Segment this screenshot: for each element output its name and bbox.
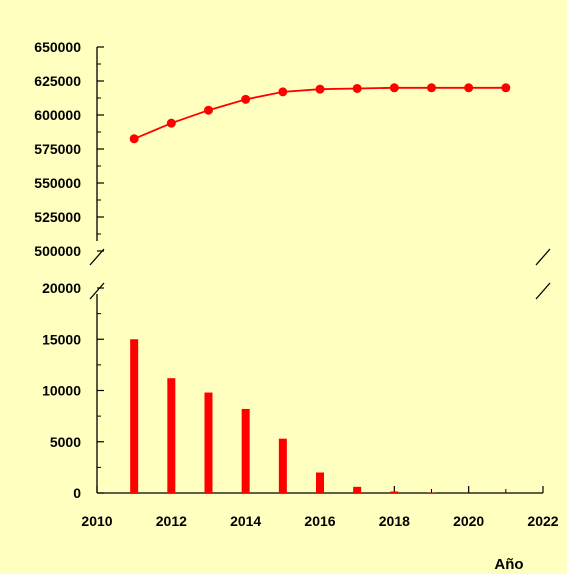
bar-2018 bbox=[390, 491, 399, 493]
point-2017 bbox=[352, 83, 362, 93]
bar-2016 bbox=[316, 472, 324, 493]
upper-y-ticks: 500000 525000 550000 575000 600000 625000 6500… bbox=[34, 39, 104, 259]
x-tick-label: 2010 bbox=[81, 513, 112, 529]
x-tick-label: 2020 bbox=[453, 513, 484, 529]
series-line bbox=[133, 86, 506, 140]
point-2011 bbox=[129, 134, 139, 144]
y-tick-label: 10000 bbox=[42, 383, 81, 399]
bar-2017 bbox=[353, 486, 362, 493]
point-2019 bbox=[427, 83, 436, 93]
y-tick-label: 550000 bbox=[34, 175, 81, 191]
bar-2011 bbox=[130, 339, 139, 493]
point-2014 bbox=[241, 94, 251, 104]
axes bbox=[89, 47, 551, 494]
axis-break-mark bbox=[89, 248, 105, 266]
y-tick-label: 0 bbox=[73, 485, 81, 501]
line-series bbox=[129, 83, 511, 144]
axis-break-mark bbox=[535, 248, 551, 266]
point-2013 bbox=[204, 105, 213, 115]
x-tick-label: 2012 bbox=[156, 513, 187, 529]
y-tick-label: 500000 bbox=[34, 243, 81, 259]
y-tick-label: 5000 bbox=[50, 434, 81, 450]
y-tick-label: 625000 bbox=[34, 73, 81, 89]
axis-break-mark bbox=[89, 282, 105, 300]
lower-y-ticks: 0 5000 10000 15000 20000 bbox=[42, 280, 104, 501]
x-tick-label: 2016 bbox=[304, 513, 335, 529]
x-tick-label: 2018 bbox=[379, 513, 410, 529]
y-tick-label: 15000 bbox=[42, 331, 81, 347]
bar-series bbox=[130, 339, 510, 493]
x-tick-label: 2022 bbox=[527, 513, 558, 529]
point-2015 bbox=[278, 87, 288, 97]
y-tick-label: 600000 bbox=[34, 107, 81, 123]
point-2021 bbox=[501, 83, 511, 93]
bar-2012 bbox=[167, 378, 176, 493]
bar-2013 bbox=[204, 392, 213, 493]
y-tick-label: 575000 bbox=[34, 141, 81, 157]
point-2016 bbox=[315, 84, 325, 94]
y-tick-label: 525000 bbox=[34, 209, 81, 225]
point-2012 bbox=[166, 118, 176, 128]
bar-2014 bbox=[241, 408, 250, 493]
x-axis-title: Año bbox=[494, 556, 523, 573]
x-tick-label: 2014 bbox=[230, 513, 261, 529]
y-tick-label: 650000 bbox=[34, 39, 81, 55]
point-2018 bbox=[389, 83, 399, 93]
y-tick-label: 20000 bbox=[42, 280, 81, 296]
point-2020 bbox=[464, 83, 474, 93]
bar-2015 bbox=[278, 438, 287, 493]
axis-break-mark bbox=[535, 282, 551, 300]
